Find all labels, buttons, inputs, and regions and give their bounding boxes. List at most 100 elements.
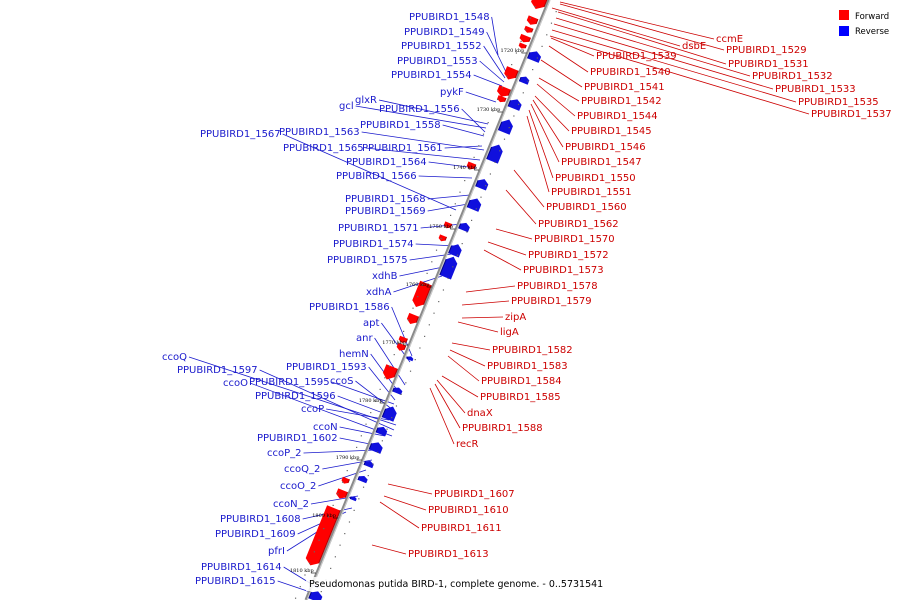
- forward-gene-arrow: [438, 234, 447, 242]
- gene-label-ppubird1-1568: PPUBIRD1_1568: [345, 194, 426, 205]
- leader-line: [540, 59, 583, 88]
- gene-label-ppubird1-1533: PPUBIRD1_1533: [775, 84, 856, 95]
- gene-label-xdhb: xdhB: [372, 271, 398, 282]
- gene-label-ccop-2: ccoP_2: [267, 448, 302, 459]
- leader-line: [461, 316, 504, 319]
- leader-line: [310, 495, 359, 505]
- gene-label-ppubird1-1546: PPUBIRD1_1546: [565, 142, 646, 153]
- gene-label-ppubird1-1579: PPUBIRD1_1579: [511, 296, 592, 307]
- leader-line: [513, 169, 545, 208]
- gene-label-ppubird1-1545: PPUBIRD1_1545: [571, 126, 652, 137]
- gene-label-ppubird1-1570: PPUBIRD1_1570: [534, 234, 615, 245]
- tick-label: 1770 kbp: [382, 340, 406, 346]
- leader-line: [461, 108, 486, 133]
- leader-line: [427, 194, 471, 200]
- backbone-line: [304, 0, 551, 600]
- gene-label-ppubird1-1537: PPUBIRD1_1537: [811, 109, 892, 120]
- leader-line: [449, 349, 486, 367]
- gene-label-ppubird1-1553: PPUBIRD1_1553: [397, 56, 478, 67]
- reverse-gene-arrow: [448, 244, 462, 258]
- tick-label: 1810 kbp: [290, 568, 314, 574]
- leader-line: [282, 133, 457, 211]
- leader-line: [444, 145, 483, 149]
- forward-gene-arrow: [336, 488, 348, 499]
- gene-label-ppubird1-1569: PPUBIRD1_1569: [345, 206, 426, 217]
- gene-label-ppubird1-1614: PPUBIRD1_1614: [201, 562, 282, 573]
- gene-label-ccoq: ccoQ: [162, 352, 187, 363]
- forward-gene-arrow: [526, 15, 539, 25]
- leader-line: [555, 17, 751, 77]
- leader-line: [487, 241, 527, 256]
- gene-label-ppubird1-1608: PPUBIRD1_1608: [220, 514, 301, 525]
- leader-line: [188, 356, 397, 426]
- leader-line: [451, 342, 491, 351]
- gene-label-ppubird1-1529: PPUBIRD1_1529: [726, 45, 807, 56]
- leader-line: [483, 249, 522, 271]
- gene-label-ppubird1-1588: PPUBIRD1_1588: [462, 423, 543, 434]
- gene-label-ppubird1-1551: PPUBIRD1_1551: [551, 187, 632, 198]
- forward-gene-arrow: [412, 280, 432, 308]
- leader-line: [379, 501, 420, 529]
- reverse-gene-arrow: [350, 496, 357, 502]
- gene-label-ppubird1-1554: PPUBIRD1_1554: [391, 70, 472, 81]
- reverse-gene-arrow: [439, 256, 458, 280]
- forward-gene-arrow: [382, 364, 398, 380]
- leader-line: [457, 321, 499, 333]
- leader-line: [447, 355, 480, 382]
- reverse-gene-arrow: [363, 461, 374, 469]
- gene-label-ppubird1-1615: PPUBIRD1_1615: [195, 576, 276, 587]
- gene-label-ppubird1-1575: PPUBIRD1_1575: [327, 255, 408, 266]
- tick-label: 1780 kbp: [359, 398, 383, 404]
- gene-features: [305, 0, 548, 600]
- leader-line: [322, 459, 373, 470]
- reverse-gene-arrow: [475, 179, 489, 191]
- leader-line: [436, 379, 466, 414]
- gene-label-ppubird1-1565: PPUBIRD1_1565: [283, 143, 364, 154]
- reverse-gene-arrow: [382, 406, 397, 422]
- leader-line: [549, 35, 810, 115]
- gene-label-xdha: xdhA: [366, 287, 392, 298]
- gene-label-ppubird1-1593: PPUBIRD1_1593: [286, 362, 367, 373]
- leader-line: [495, 228, 533, 240]
- gene-label-ppubird1-1602: PPUBIRD1_1602: [257, 433, 338, 444]
- leader-line: [427, 203, 469, 212]
- forward-gene-arrow: [406, 312, 419, 325]
- scale-ticks: 1720 kbp 1730 kbp 1740 kbp 1750 kbp 1760 kbp…: [290, 6, 557, 599]
- gene-label-ppubird1-1558: PPUBIRD1_1558: [360, 120, 441, 131]
- gene-label-ppubird1-1585: PPUBIRD1_1585: [480, 392, 561, 403]
- gene-label-ppubird1-1539: PPUBIRD1_1539: [596, 51, 677, 62]
- forward-gene-arrow: [519, 33, 531, 43]
- forward-gene-arrow: [518, 42, 527, 49]
- gene-label-ppubird1-1531: PPUBIRD1_1531: [728, 59, 809, 70]
- gene-label-ppubird1-1583: PPUBIRD1_1583: [487, 361, 568, 372]
- forward-gene-arrow: [341, 476, 350, 484]
- tick-label: 1790 kbp: [336, 455, 360, 461]
- gene-label-ppubird1-1586: PPUBIRD1_1586: [309, 302, 390, 313]
- leader-line: [538, 77, 580, 102]
- leader-line: [374, 337, 406, 386]
- forward-gene-arrow: [496, 85, 511, 97]
- gene-label-ppubird1-1582: PPUBIRD1_1582: [492, 345, 573, 356]
- leader-line: [387, 483, 433, 495]
- leader-line: [378, 99, 489, 125]
- reverse-gene-arrow: [467, 198, 482, 212]
- leader-line: [465, 285, 516, 293]
- tick-label: 1750 kbp: [429, 224, 453, 230]
- leader-line: [365, 147, 481, 161]
- leader-line: [550, 37, 595, 57]
- forward-gene-arrow: [524, 25, 534, 33]
- forward-gene-arrow: [398, 335, 408, 343]
- tick-label: 1740 kbp: [453, 165, 477, 171]
- gene-label-zipa: zipA: [505, 312, 526, 323]
- gene-label-ppubird1-1547: PPUBIRD1_1547: [561, 157, 642, 168]
- forward-gene-arrow: [396, 342, 406, 351]
- gene-label-recr: recR: [456, 439, 479, 450]
- leader-line: [429, 387, 455, 445]
- gene-label-ccoq-2: ccoQ_2: [284, 464, 320, 475]
- leader-line: [259, 369, 395, 431]
- leader-line: [383, 495, 427, 511]
- leader-line: [441, 375, 479, 398]
- leader-line: [551, 29, 797, 103]
- leader-line: [420, 223, 463, 229]
